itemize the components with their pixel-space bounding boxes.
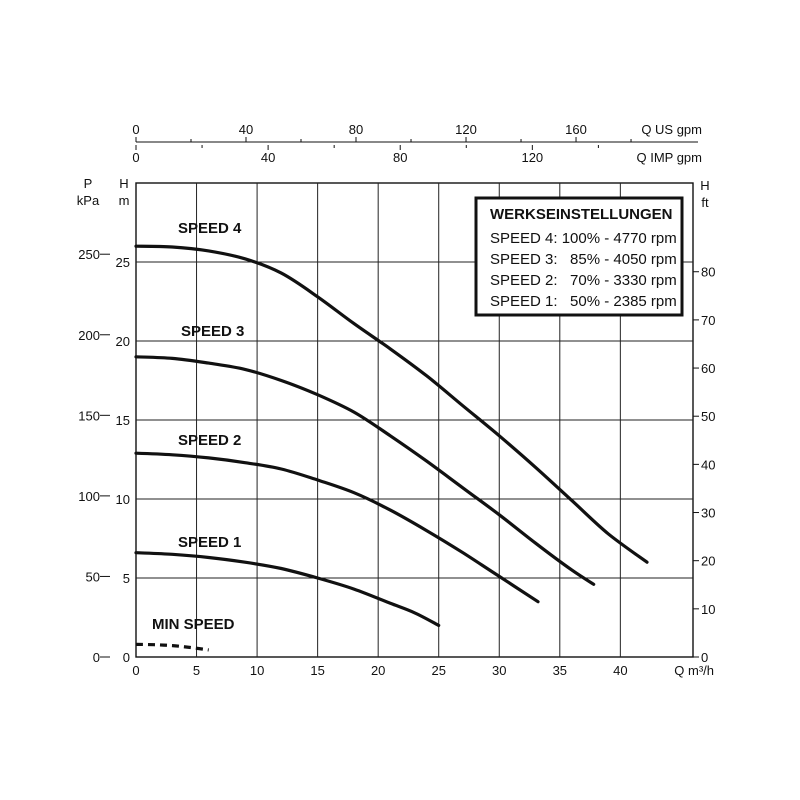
y-ft-tick-label: 40 bbox=[701, 457, 715, 472]
legend-box bbox=[474, 196, 684, 317]
y-kpa-tick-label: 100 bbox=[78, 489, 100, 504]
series-line-speed-4 bbox=[134, 244, 649, 564]
curve-label-speed-1: SPEED 1 bbox=[178, 534, 241, 551]
curve-label-speed-2: SPEED 2 bbox=[178, 432, 241, 449]
y-ft-tick-label: 10 bbox=[701, 602, 715, 617]
y-kpa-axis-unit: kPa bbox=[77, 193, 100, 208]
y-ft-tick-label: 20 bbox=[701, 554, 715, 569]
x-tick-label: 40 bbox=[613, 663, 627, 678]
x-tick-label: 10 bbox=[250, 663, 264, 678]
curve-label-min-speed: MIN SPEED bbox=[152, 616, 235, 633]
y-ft-axis-unit: ft bbox=[701, 195, 709, 210]
y-ft-tick-label: 50 bbox=[701, 409, 715, 424]
x-tick-label: 0 bbox=[132, 663, 139, 678]
y-ft-tick-label: 80 bbox=[701, 265, 715, 280]
top-axis-label: Q IMP gpm bbox=[636, 150, 702, 165]
y-kpa-tick-label: 200 bbox=[78, 328, 100, 343]
y-ft-tick-label: 30 bbox=[701, 506, 715, 521]
series bbox=[134, 244, 649, 652]
y-m-tick-label: 10 bbox=[116, 492, 130, 507]
y-ft-axis-symbol: H bbox=[700, 178, 709, 193]
y-m-tick-label: 0 bbox=[123, 650, 130, 665]
y-ft-tick-label: 70 bbox=[701, 313, 715, 328]
top-axis-tick-label: 40 bbox=[239, 122, 253, 137]
legend-row: SPEED 2: 70% - 3330 rpm bbox=[490, 272, 677, 289]
series-line-speed-1 bbox=[134, 551, 441, 627]
top-axis-tick-label: 0 bbox=[132, 122, 139, 137]
top-axis-tick-label: 80 bbox=[393, 150, 407, 165]
y-m-tick-label: 5 bbox=[123, 571, 130, 586]
top-axis-tick-label: 160 bbox=[565, 122, 587, 137]
legend-title: WERKSEINSTELLUNGEN bbox=[490, 206, 673, 223]
top-axis-tick-label: 0 bbox=[132, 150, 139, 165]
series-line-min-speed bbox=[135, 642, 209, 652]
y-m-tick-label: 15 bbox=[116, 413, 130, 428]
legend: WERKSEINSTELLUNGEN SPEED 4: 100% - 4770 r… bbox=[474, 196, 684, 317]
curve-label-speed-4: SPEED 4 bbox=[178, 220, 242, 237]
legend-row: SPEED 1: 50% - 2385 rpm bbox=[490, 293, 677, 310]
top-axis-tick-label: 120 bbox=[455, 122, 477, 137]
y-kpa-tick-label: 50 bbox=[86, 569, 100, 584]
x-tick-label: 35 bbox=[553, 663, 567, 678]
series-line-speed-2 bbox=[134, 451, 540, 604]
x-tick-label: 30 bbox=[492, 663, 506, 678]
x-tick-label: 5 bbox=[193, 663, 200, 678]
x-tick-label: 25 bbox=[431, 663, 445, 678]
y-ft-tick-label: 60 bbox=[701, 361, 715, 376]
y-kpa-tick-label: 150 bbox=[78, 408, 100, 423]
y-m-tick-label: 25 bbox=[116, 255, 130, 270]
y-m-axis-symbol: H bbox=[119, 176, 128, 191]
top-axis-label: Q US gpm bbox=[641, 122, 702, 137]
y-kpa-tick-label: 0 bbox=[93, 650, 100, 665]
grid bbox=[135, 182, 694, 658]
x-tick-label: 15 bbox=[310, 663, 324, 678]
top-axis-tick-label: 40 bbox=[261, 150, 275, 165]
top-axis-tick-label: 80 bbox=[349, 122, 363, 137]
y-m-tick-label: 20 bbox=[116, 334, 130, 349]
axes: 0 5 10 15 20 25 30 35 40051015202505010015020025… bbox=[77, 176, 716, 678]
y-ft-tick-label: 0 bbox=[701, 650, 708, 665]
y-kpa-axis-symbol: P bbox=[84, 176, 93, 191]
x-axis-label: Q m³/h bbox=[674, 663, 714, 678]
y-m-axis-unit: m bbox=[119, 193, 130, 208]
top-axes: 0 40 80 120 160 Q US gpm 0 40 80 120 Q IMP gpm bbox=[132, 122, 702, 165]
top-axis-tick-label: 120 bbox=[521, 150, 543, 165]
curve-label-speed-3: SPEED 3 bbox=[181, 323, 244, 340]
legend-row: SPEED 3: 85% - 4050 rpm bbox=[490, 251, 677, 268]
series-line-speed-3 bbox=[134, 355, 596, 586]
y-kpa-tick-label: 250 bbox=[78, 247, 100, 262]
legend-row: SPEED 4: 100% - 4770 rpm bbox=[490, 230, 677, 247]
x-tick-label: 20 bbox=[371, 663, 385, 678]
curve-labels: SPEED 4 SPEED 3 SPEED 2 SPEED 1 MIN SPEED bbox=[152, 220, 244, 633]
